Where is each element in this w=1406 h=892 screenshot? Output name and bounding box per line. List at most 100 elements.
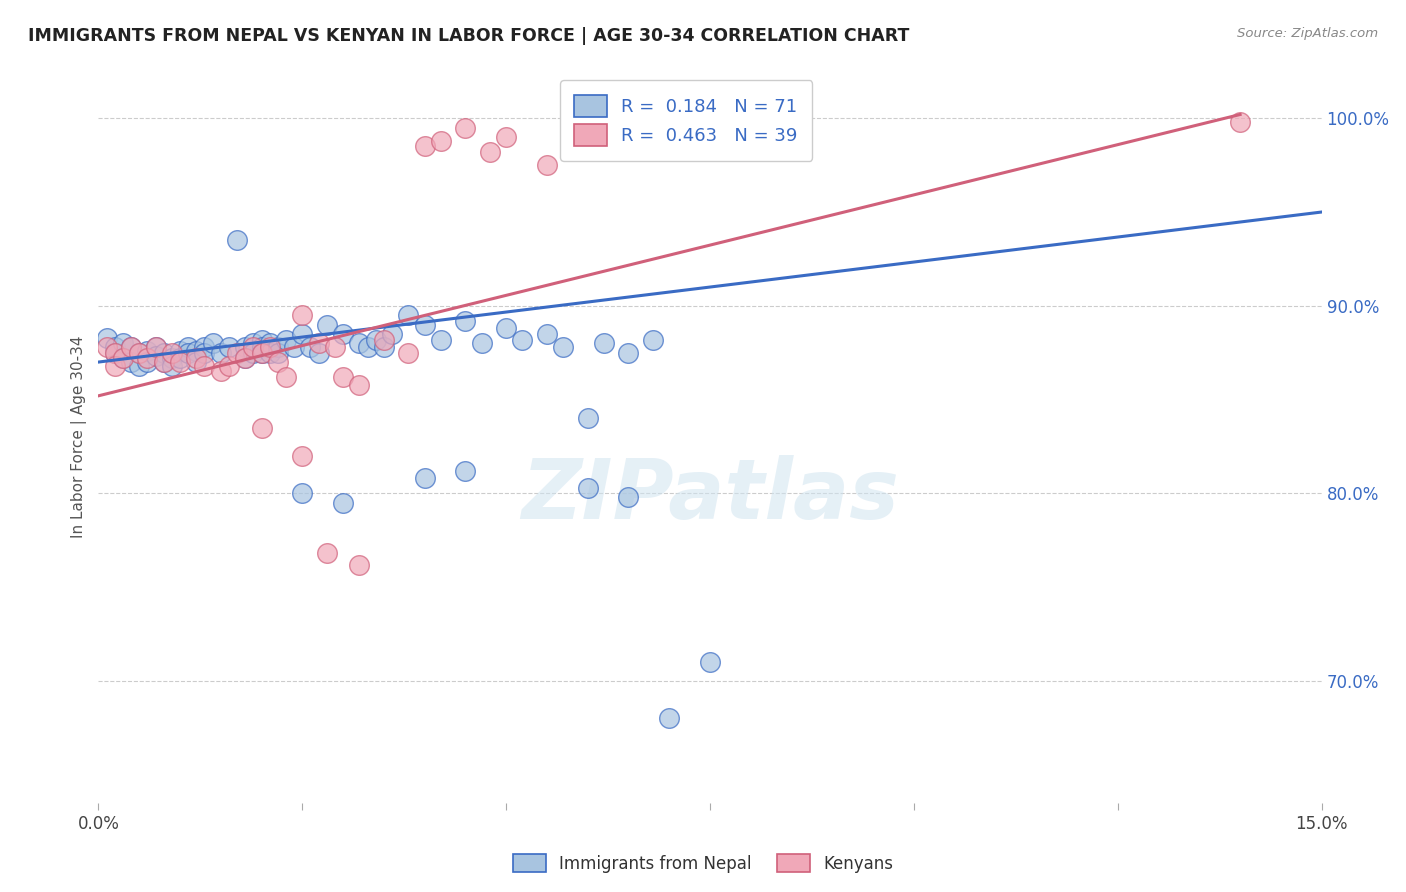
- Point: [308, 345, 330, 359]
- Point: [160, 359, 183, 373]
- Point: [104, 340, 127, 354]
- Point: [104, 345, 127, 359]
- Point: [250, 345, 273, 359]
- Point: [128, 345, 150, 359]
- Point: [283, 340, 305, 354]
- Point: [209, 345, 232, 359]
- Text: Source: ZipAtlas.com: Source: ZipAtlas.com: [1237, 27, 1378, 40]
- Point: [553, 340, 575, 354]
- Point: [250, 420, 273, 434]
- Point: [267, 345, 290, 359]
- Point: [641, 333, 664, 347]
- Point: [364, 333, 387, 347]
- Point: [186, 343, 208, 358]
- Point: [152, 355, 174, 369]
- Point: [349, 558, 371, 572]
- Point: [177, 345, 200, 359]
- Point: [430, 333, 453, 347]
- Point: [177, 340, 200, 354]
- Point: [413, 139, 436, 153]
- Point: [291, 326, 314, 341]
- Point: [136, 343, 159, 358]
- Point: [396, 308, 419, 322]
- Point: [356, 340, 378, 354]
- Point: [413, 471, 436, 485]
- Point: [152, 345, 174, 359]
- Point: [250, 340, 273, 354]
- Point: [242, 345, 264, 359]
- Point: [617, 345, 640, 359]
- Text: ZIPatlas: ZIPatlas: [522, 455, 898, 536]
- Point: [396, 345, 419, 359]
- Point: [413, 318, 436, 332]
- Point: [381, 326, 404, 341]
- Point: [332, 370, 354, 384]
- Point: [349, 377, 371, 392]
- Point: [315, 546, 337, 560]
- Point: [160, 351, 183, 366]
- Legend: Immigrants from Nepal, Kenyans: Immigrants from Nepal, Kenyans: [506, 847, 900, 880]
- Point: [226, 233, 249, 247]
- Point: [152, 355, 174, 369]
- Point: [96, 331, 118, 345]
- Point: [315, 318, 337, 332]
- Point: [536, 326, 558, 341]
- Point: [576, 411, 599, 425]
- Point: [274, 333, 297, 347]
- Point: [209, 364, 232, 378]
- Point: [120, 355, 142, 369]
- Point: [242, 336, 264, 351]
- Point: [576, 481, 599, 495]
- Point: [218, 340, 240, 354]
- Point: [169, 351, 191, 366]
- Point: [169, 355, 191, 369]
- Point: [1229, 115, 1251, 129]
- Text: IMMIGRANTS FROM NEPAL VS KENYAN IN LABOR FORCE | AGE 30-34 CORRELATION CHART: IMMIGRANTS FROM NEPAL VS KENYAN IN LABOR…: [28, 27, 910, 45]
- Point: [120, 340, 142, 354]
- Point: [454, 120, 477, 135]
- Point: [495, 321, 517, 335]
- Point: [186, 351, 208, 366]
- Point: [193, 345, 215, 359]
- Legend: R =  0.184   N = 71, R =  0.463   N = 39: R = 0.184 N = 71, R = 0.463 N = 39: [560, 80, 813, 161]
- Point: [332, 496, 354, 510]
- Point: [250, 333, 273, 347]
- Point: [193, 340, 215, 354]
- Point: [617, 490, 640, 504]
- Point: [193, 359, 215, 373]
- Point: [104, 359, 127, 373]
- Point: [454, 314, 477, 328]
- Point: [96, 340, 118, 354]
- Point: [233, 351, 256, 366]
- Point: [218, 359, 240, 373]
- Point: [373, 333, 395, 347]
- Point: [233, 340, 256, 354]
- Point: [120, 340, 142, 354]
- Point: [593, 336, 616, 351]
- Point: [299, 340, 322, 354]
- Point: [111, 351, 134, 366]
- Point: [495, 130, 517, 145]
- Point: [291, 449, 314, 463]
- Point: [111, 351, 134, 366]
- Point: [259, 336, 281, 351]
- Point: [226, 345, 249, 359]
- Point: [536, 158, 558, 172]
- Point: [267, 355, 290, 369]
- Point: [145, 340, 167, 354]
- Point: [169, 343, 191, 358]
- Y-axis label: In Labor Force | Age 30-34: In Labor Force | Age 30-34: [72, 335, 87, 539]
- Point: [201, 336, 224, 351]
- Point: [160, 345, 183, 359]
- Point: [233, 351, 256, 366]
- Point: [259, 345, 281, 359]
- Point: [136, 355, 159, 369]
- Point: [658, 711, 681, 725]
- Point: [128, 345, 150, 359]
- Point: [454, 464, 477, 478]
- Point: [111, 336, 134, 351]
- Point: [136, 351, 159, 366]
- Point: [699, 655, 721, 669]
- Point: [250, 345, 273, 359]
- Point: [291, 308, 314, 322]
